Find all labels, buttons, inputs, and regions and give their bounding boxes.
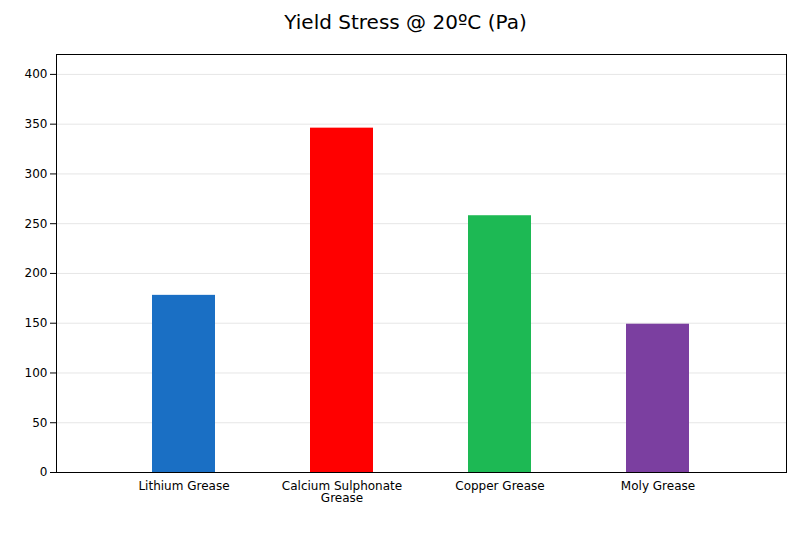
- svg-text:Moly Grease: Moly Grease: [620, 479, 694, 493]
- svg-text:150: 150: [24, 316, 47, 330]
- svg-text:100: 100: [24, 366, 47, 380]
- svg-text:50: 50: [32, 416, 47, 430]
- svg-text:350: 350: [24, 117, 47, 131]
- svg-text:200: 200: [24, 266, 47, 280]
- svg-text:Calcium SulphonateGrease: Calcium SulphonateGrease: [281, 479, 401, 505]
- svg-text:400: 400: [24, 67, 47, 81]
- svg-text:0: 0: [39, 465, 47, 479]
- svg-text:300: 300: [24, 167, 47, 181]
- svg-text:250: 250: [24, 217, 47, 231]
- svg-text:Lithium Grease: Lithium Grease: [138, 479, 229, 493]
- svg-text:Copper Grease: Copper Grease: [455, 479, 544, 493]
- html-text:Yield Stress @ 20ºC (Pa): Yield Stress @ 20ºC (Pa): [284, 10, 527, 34]
